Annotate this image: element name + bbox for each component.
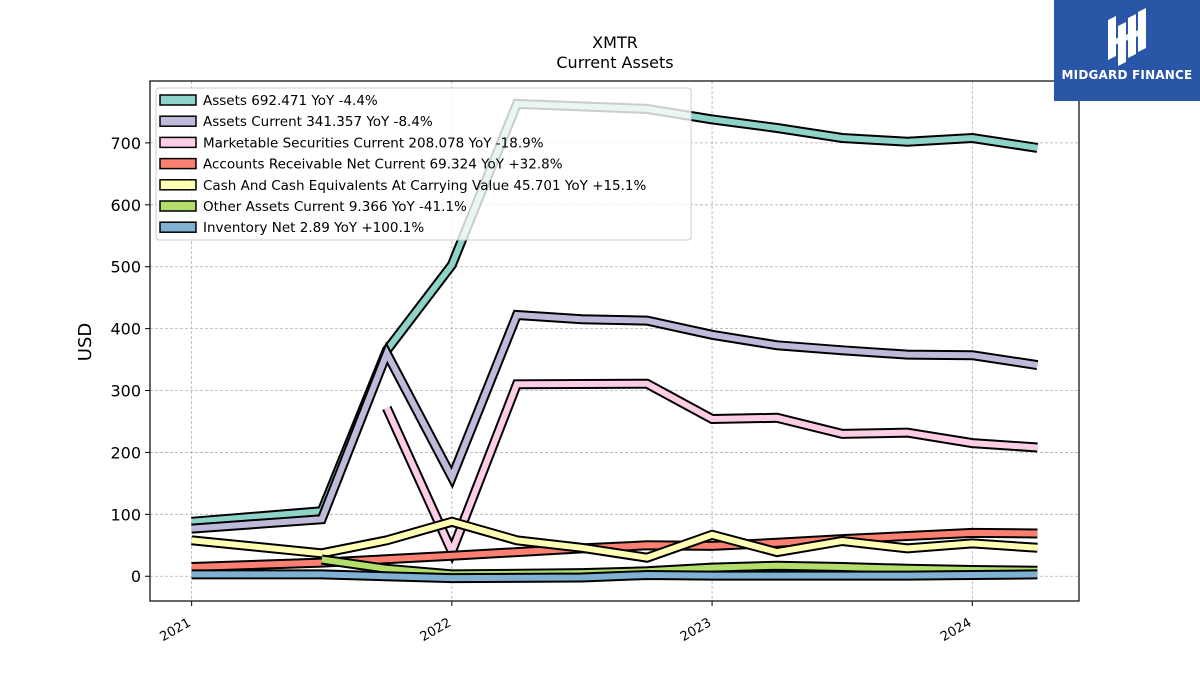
x-tick-label: 2021 bbox=[157, 615, 193, 645]
y-tick-label: 400 bbox=[110, 320, 141, 339]
legend-label: Inventory Net 2.89 YoY +100.1% bbox=[203, 220, 424, 236]
legend-swatch bbox=[159, 200, 197, 212]
legend-label: Marketable Securities Current 208.078 Yo… bbox=[203, 135, 544, 151]
legend-item: Other Assets Current 9.366 YoY -41.1% bbox=[159, 199, 467, 215]
series-line bbox=[191, 529, 1038, 570]
legend-swatch bbox=[159, 221, 197, 233]
chart-subtitle: Current Assets bbox=[556, 53, 673, 72]
y-tick-label: 700 bbox=[110, 134, 141, 153]
legend-label: Assets 692.471 YoY -4.4% bbox=[203, 93, 378, 109]
y-tick-label: 100 bbox=[110, 505, 141, 524]
midgard-monogram-icon bbox=[1108, 8, 1146, 66]
y-tick-label: 300 bbox=[110, 382, 141, 401]
series-line bbox=[191, 518, 1038, 561]
y-tick-label: 600 bbox=[110, 196, 141, 215]
legend-swatch bbox=[159, 157, 197, 170]
legend-item: Cash And Cash Equivalents At Carrying Va… bbox=[159, 178, 647, 194]
legend-label: Cash And Cash Equivalents At Carrying Va… bbox=[203, 178, 647, 194]
legend-item: Inventory Net 2.89 YoY +100.1% bbox=[159, 220, 424, 236]
y-axis-label: USD bbox=[75, 323, 96, 361]
legend-label: Assets Current 341.357 YoY -8.4% bbox=[203, 114, 433, 130]
legend-label: Other Assets Current 9.366 YoY -41.1% bbox=[203, 199, 467, 215]
brand-name: MIDGARD FINANCE bbox=[1061, 68, 1193, 82]
y-tick-label: 0 bbox=[131, 567, 141, 586]
series-lines bbox=[191, 98, 1039, 584]
series-line bbox=[384, 380, 1038, 560]
series-line bbox=[191, 311, 1038, 532]
x-tick-label: 2023 bbox=[678, 615, 714, 645]
legend-box bbox=[155, 87, 692, 241]
legend-item: Marketable Securities Current 208.078 Yo… bbox=[159, 135, 544, 151]
series-line-outline bbox=[191, 309, 1039, 534]
legend-swatch bbox=[159, 115, 197, 127]
legend-item: Assets Current 341.357 YoY -8.4% bbox=[159, 114, 433, 130]
y-tick-label: 500 bbox=[110, 258, 141, 277]
legend-item: Assets 692.471 YoY -4.4% bbox=[159, 93, 378, 109]
legend-item: Accounts Receivable Net Current 69.324 Y… bbox=[159, 157, 563, 173]
legend-label: Accounts Receivable Net Current 69.324 Y… bbox=[203, 157, 563, 173]
legend-swatch bbox=[159, 179, 197, 191]
brand-logo: MIDGARD FINANCE bbox=[1054, 0, 1200, 101]
y-tick-label: 200 bbox=[110, 443, 141, 462]
series-line bbox=[191, 571, 1038, 582]
legend-swatch bbox=[159, 136, 197, 149]
x-tick-label: 2024 bbox=[938, 615, 974, 645]
chart-title: XMTR bbox=[592, 33, 638, 52]
plot-frame bbox=[149, 80, 1080, 602]
legend-swatch bbox=[159, 94, 197, 106]
x-tick-label: 2022 bbox=[418, 615, 454, 645]
legend: Assets 692.471 YoY -4.4% Assets Current 3… bbox=[155, 87, 692, 241]
